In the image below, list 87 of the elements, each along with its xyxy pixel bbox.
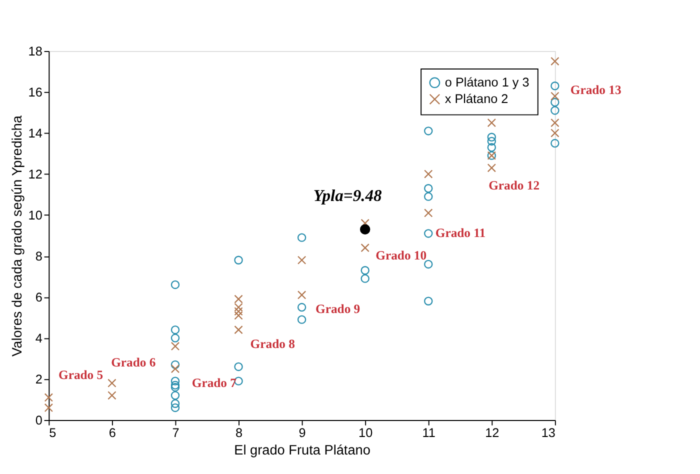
legend-label: o Plátano 1 y 3 — [444, 76, 530, 90]
point — [234, 362, 243, 372]
x-tick-label: 12 — [485, 426, 500, 440]
y-tick-label: 10 — [28, 208, 42, 222]
point — [108, 391, 116, 400]
point — [170, 380, 180, 390]
text: Grado 13 — [570, 82, 622, 97]
point — [424, 170, 433, 178]
point — [550, 118, 560, 128]
point — [44, 393, 54, 402]
point — [424, 184, 433, 193]
point — [424, 208, 433, 218]
x-axis-title: El grado Fruta Plátano — [234, 442, 370, 458]
annotation: Grado 6 — [111, 355, 156, 370]
point — [44, 403, 54, 412]
point — [550, 56, 560, 66]
y-tick-label: 16 — [28, 85, 42, 100]
point — [487, 136, 496, 146]
annotation: Ypla=9.48 — [313, 186, 382, 205]
annotation: Grado 7 — [192, 376, 238, 390]
x-tick-label: 9 — [298, 426, 306, 440]
legend-label: x Plátano 2 — [444, 92, 508, 106]
annotation: Grado 11 — [435, 226, 486, 240]
y-tick-label: 12 — [28, 167, 42, 182]
point — [487, 118, 496, 128]
point — [297, 256, 306, 264]
x-tick-label: 10 — [358, 426, 373, 440]
annotation: Grado 5 — [58, 368, 104, 382]
point — [170, 403, 180, 412]
point — [424, 126, 433, 136]
point — [234, 294, 243, 304]
point — [487, 164, 496, 172]
point — [487, 143, 496, 152]
point — [550, 128, 560, 138]
point — [550, 138, 560, 148]
point — [234, 302, 243, 312]
y-tick-label: 14 — [28, 126, 42, 140]
y-tick-label: 8 — [35, 249, 42, 264]
y-tick-label: 4 — [35, 331, 42, 346]
point — [297, 290, 306, 300]
point — [234, 311, 243, 320]
point — [424, 260, 433, 269]
point — [550, 92, 560, 100]
y-axis-title: Valores de cada grado según Ypredicha — [9, 115, 24, 356]
y-tick-label: 0 — [35, 413, 42, 428]
point — [360, 274, 370, 283]
y-tick-label: 6 — [35, 290, 42, 304]
point — [170, 342, 180, 351]
x-tick-label: 5 — [49, 426, 56, 440]
y-tick-label: 18 — [28, 44, 42, 58]
point — [170, 360, 180, 370]
annotation: Grado 8 — [250, 336, 295, 351]
point — [170, 280, 180, 290]
point — [297, 315, 306, 324]
point — [297, 302, 306, 312]
point — [170, 399, 180, 408]
point — [170, 391, 180, 400]
x-tick-label: 7 — [172, 426, 180, 440]
point — [170, 334, 180, 342]
x-tick-label: 11 — [422, 426, 436, 440]
point — [297, 233, 306, 242]
point — [170, 376, 180, 386]
y-tick-label: 2 — [35, 372, 42, 386]
point — [424, 296, 433, 306]
annotation: Grado 9 — [316, 302, 360, 316]
x-tick-label: 6 — [108, 426, 116, 440]
point — [424, 192, 433, 201]
x-tick-label: 13 — [541, 426, 556, 440]
point — [170, 325, 180, 334]
point — [234, 256, 243, 264]
annotation: Grado 10 — [376, 248, 427, 262]
point — [108, 378, 116, 388]
point — [360, 266, 370, 275]
x-tick-label: 8 — [235, 426, 243, 440]
point — [424, 229, 433, 238]
point — [550, 106, 560, 115]
point — [550, 82, 560, 90]
point — [550, 98, 560, 107]
point — [234, 325, 243, 334]
point — [360, 224, 370, 234]
point — [234, 307, 243, 316]
point — [487, 132, 496, 142]
point — [360, 243, 370, 252]
annotation: Grado 12 — [488, 178, 540, 192]
point — [360, 218, 370, 228]
point — [170, 382, 180, 392]
point — [170, 364, 180, 374]
